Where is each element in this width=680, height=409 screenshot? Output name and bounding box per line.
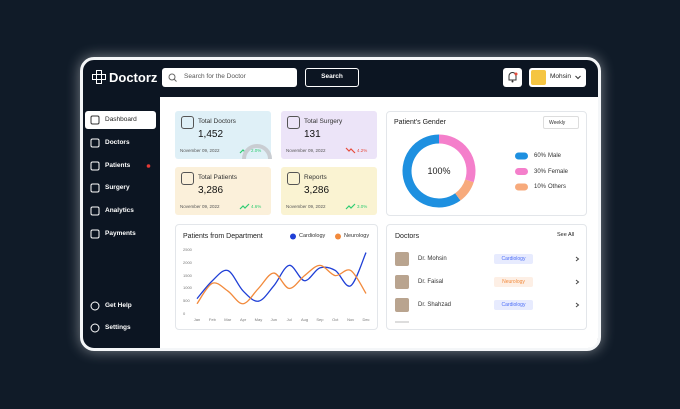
- stat-date: November 09, 2022: [286, 148, 326, 153]
- card: [386, 224, 587, 330]
- stat-card: [281, 167, 377, 215]
- nav-active-bg[interactable]: [85, 111, 156, 129]
- nav-item[interactable]: Payments: [105, 229, 136, 237]
- doctor-avatar: [395, 275, 409, 289]
- user-menu[interactable]: Mohsin: [529, 68, 586, 87]
- search-button[interactable]: Search: [305, 68, 359, 87]
- stat-value: 3,286: [304, 185, 330, 196]
- x-tick-label: Dec: [362, 317, 370, 322]
- nav-item[interactable]: Get Help: [105, 301, 132, 309]
- user-avatar: [531, 70, 546, 85]
- stat-value: 3,286: [198, 185, 224, 196]
- stat-label: Reports: [304, 174, 327, 181]
- stat-value: 131: [304, 129, 321, 140]
- card-title: Doctors: [395, 233, 420, 240]
- stat-icon: [181, 116, 194, 129]
- department-badge: Neurology: [494, 277, 533, 287]
- nav-item[interactable]: Settings: [105, 323, 131, 331]
- stat-change: 4.2%: [357, 148, 368, 153]
- doctor-avatar: [395, 252, 409, 266]
- stat-value: 1,452: [198, 129, 224, 140]
- department-badge: Cardiology: [494, 300, 533, 310]
- department-label: Neurology: [502, 278, 525, 285]
- stat-date: November 09, 2022: [286, 204, 326, 209]
- stat-change: 2.0%: [251, 148, 262, 153]
- card-title: Patients from Department: [183, 233, 263, 240]
- y-tick-label: 1500: [183, 272, 192, 278]
- donut-center-label: 100%: [427, 165, 451, 176]
- department-badge: Cardiology: [494, 254, 533, 264]
- y-tick-label: 2500: [183, 247, 192, 252]
- stat-label: Total Doctors: [198, 118, 236, 125]
- x-tick-label: Sep: [316, 317, 324, 322]
- legend-label: Neurology: [344, 233, 370, 239]
- stat-label: Total Patients: [198, 174, 238, 181]
- filter-dropdown[interactable]: Weekly: [543, 116, 579, 129]
- nav-item[interactable]: Surgery: [105, 183, 130, 191]
- nav-item[interactable]: Patients: [105, 161, 131, 169]
- logo-icon: [92, 70, 106, 84]
- x-tick-label: Jul: [286, 317, 292, 322]
- legend-value: 60%: [534, 153, 547, 159]
- nav-item[interactable]: Analytics: [105, 206, 134, 214]
- stat-date: November 09, 2022: [180, 148, 220, 153]
- x-tick-label: Aug: [300, 317, 309, 322]
- user-name: Mohsin: [550, 73, 571, 80]
- x-tick-label: May: [254, 317, 263, 322]
- x-tick-label: Mar: [224, 317, 232, 322]
- legend-value: 30%: [534, 168, 547, 175]
- x-tick-label: Jan: [193, 317, 201, 322]
- y-tick-label: 1000: [183, 285, 192, 291]
- search-icon: [168, 73, 177, 82]
- stat-date: November 09, 2022: [180, 204, 220, 209]
- stat-icon: [287, 116, 300, 129]
- y-tick-label: 500: [183, 298, 190, 304]
- nav-item[interactable]: Dashboard: [105, 115, 137, 123]
- legend-label: Cardiology: [299, 233, 326, 239]
- stat-change: 4.6%: [251, 204, 262, 209]
- search-box[interactable]: Search for the Doctor: [162, 68, 297, 87]
- x-tick-label: Apr: [239, 317, 247, 322]
- see-all-link[interactable]: See All: [557, 232, 575, 238]
- stat-card: [175, 167, 271, 215]
- x-tick-label: Feb: [208, 317, 216, 322]
- stat-icon: [287, 172, 300, 185]
- doctor-name: Dr. Mohsin: [418, 256, 447, 262]
- department-label: Cardiology: [501, 255, 526, 262]
- filter-label: Weekly: [549, 119, 566, 126]
- notification-button[interactable]: [503, 68, 522, 87]
- chevron: [575, 75, 581, 80]
- doctor-name: Dr. Faisal: [418, 279, 444, 285]
- y-tick-label: 2000: [183, 259, 192, 265]
- x-tick-label: Nov: [347, 317, 355, 322]
- doctor-avatar: [395, 298, 409, 312]
- department-label: Cardiology: [501, 301, 526, 308]
- stat-label: Total Surgery: [304, 118, 343, 125]
- legend-value: 10%: [534, 184, 547, 190]
- legend-label: Others: [548, 184, 567, 190]
- search-placeholder: Search for the Doctor: [184, 73, 246, 80]
- y-tick-label: 0: [183, 311, 186, 316]
- card-title: Patient's Gender: [394, 119, 446, 126]
- nav-item[interactable]: Doctors: [105, 138, 130, 146]
- bell-icon: [508, 72, 518, 83]
- x-tick-label: Oct: [332, 317, 339, 322]
- doctor-name: Dr. Shahzad: [418, 302, 452, 308]
- search-button-label: Search: [321, 73, 343, 80]
- stat-card: [281, 111, 377, 159]
- legend-label: Male: [548, 153, 562, 159]
- legend-label: Female: [548, 168, 569, 175]
- x-tick-label: Jun: [270, 317, 278, 322]
- stat-change: 3.0%: [357, 204, 368, 209]
- stat-icon: [181, 172, 194, 185]
- logo: Doctorz: [109, 70, 158, 85]
